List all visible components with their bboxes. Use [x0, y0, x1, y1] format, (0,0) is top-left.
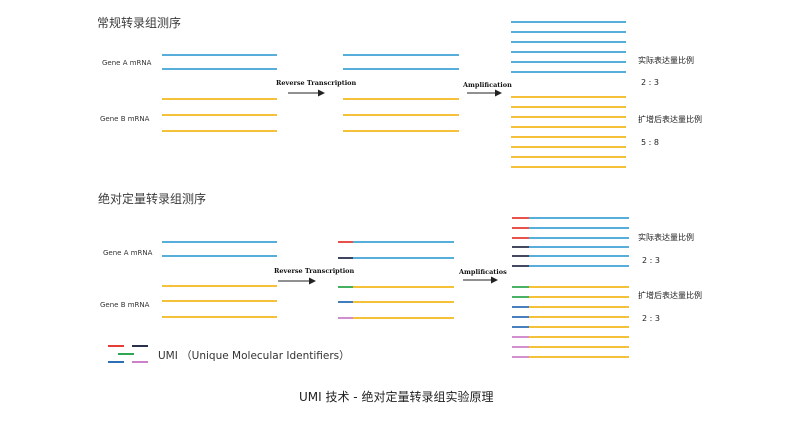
conventional-rnaseq-title: 常规转录组测序 [97, 16, 182, 30]
absolute-quant-rnaseq-title: 绝对定量转录组测序 [98, 192, 207, 206]
amplification-label-bottom: Amplificatios [459, 268, 507, 276]
reverse-transcription-label-bottom: Reverse Transcription [274, 267, 355, 275]
actual-ratio-value-bottom: 2 : 3 [642, 256, 660, 265]
apparent-ratio-value-top: 5 : 8 [641, 138, 659, 147]
figure-caption: UMI 技术 - 绝对定量转录组实验原理 [299, 390, 494, 404]
gene-b-label-top: Gene B mRNA [100, 115, 150, 123]
apparent-ratio-value-bottom: 2 : 3 [642, 314, 660, 323]
actual-ratio-value-top: 2 : 3 [641, 78, 659, 87]
gene-a-label-bottom: Gene A mRNA [103, 249, 153, 257]
actual-ratio-label-bottom: 实际表达量比例 [638, 233, 694, 242]
gene-b-label-bottom: Gene B mRNA [100, 301, 150, 309]
apparent-ratio-label-top: 扩增后表达量比例 [638, 115, 702, 124]
amplification-label-top: Amplification [463, 81, 512, 89]
reverse-transcription-label-top: Reverse Transcription [276, 79, 357, 87]
umi-legend-text: UMI （Unique Molecular Identifiers） [158, 350, 350, 362]
actual-ratio-label-top: 实际表达量比例 [638, 56, 694, 65]
gene-a-label-top: Gene A mRNA [102, 59, 152, 67]
apparent-ratio-label-bottom: 扩增后表达量比例 [638, 291, 702, 300]
